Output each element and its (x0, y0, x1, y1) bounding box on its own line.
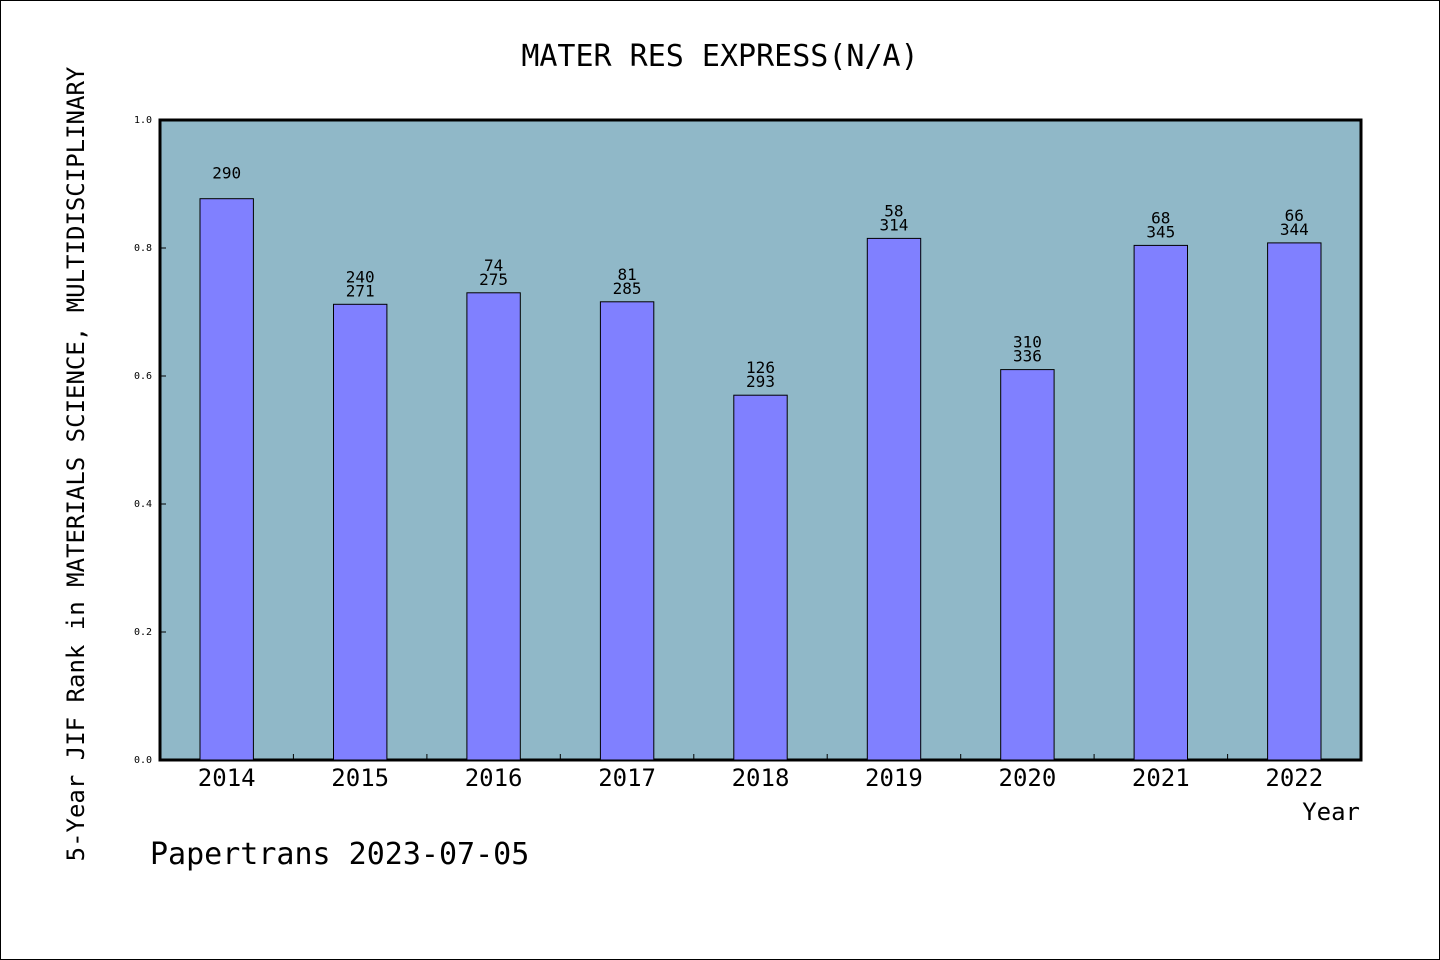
x-tick-label-2014: 2014 (198, 764, 256, 792)
y-tick-label-0.8: 0.8 (134, 243, 152, 254)
bar-2014 (199, 198, 254, 761)
bar-label-2019-1: 58 (884, 201, 903, 220)
chart-title: MATER RES EXPRESS(N/A) (521, 39, 918, 74)
bar-label-2020-1: 310 (1013, 333, 1042, 352)
x-tick-label-2017: 2017 (598, 764, 656, 792)
bar-label-2018-2: 293 (746, 372, 775, 391)
y-axis-label: 5-Year JIF Rank in MATERIALS SCIENCE, MU… (62, 66, 90, 861)
y-tick-label-0.6: 0.6 (134, 371, 152, 382)
x-tick-label-2020: 2020 (999, 764, 1057, 792)
bar-label-2021-2: 345 (1146, 222, 1175, 241)
bar-2016 (466, 292, 521, 761)
y-tick-label-0.0: 0.0 (134, 755, 152, 766)
bar-2017 (599, 301, 655, 761)
bar-label-2020-2: 336 (1013, 347, 1042, 366)
x-axis-label: Year (1302, 798, 1360, 826)
bar-2015 (333, 303, 388, 761)
x-tick-label-2021: 2021 (1132, 764, 1190, 792)
bar-label-2017-2: 285 (613, 279, 642, 298)
x-tick-label-2015: 2015 (331, 764, 389, 792)
bar-label-2019-2: 314 (879, 215, 908, 234)
footer-credit: Papertrans 2023-07-05 (150, 837, 529, 872)
x-tick-label-2018: 2018 (732, 764, 790, 792)
bar-2018 (733, 394, 788, 761)
y-tick-label-0.2: 0.2 (134, 627, 152, 638)
bar-label-2014-1: 290 (212, 164, 241, 183)
bar-label-2017-1: 81 (617, 265, 636, 284)
bar-2022 (1267, 242, 1322, 761)
bar-label-2021-1: 68 (1151, 208, 1170, 227)
x-tick-label-2022: 2022 (1265, 764, 1323, 792)
bar-2021 (1133, 244, 1188, 761)
y-tick-label-0.4: 0.4 (134, 499, 152, 510)
bar-2020 (1000, 369, 1055, 761)
bar-label-2015-2: 271 (346, 281, 375, 300)
y-axis: 0.0 0.2 0.4 0.6 0.8 1.0 (134, 115, 166, 766)
x-tick-label-2019: 2019 (865, 764, 923, 792)
y-tick-label-1.0: 1.0 (134, 115, 152, 126)
x-axis: 2014 2015 2016 2017 2018 2019 2020 2021 2022 (198, 754, 1323, 792)
bar-label-2022-2: 344 (1280, 220, 1309, 239)
bar-label-2015-1: 240 (346, 267, 375, 286)
bar-label-2016-1: 74 (484, 256, 503, 275)
bar-label-2018-1: 126 (746, 358, 775, 377)
bar-label-2022-1: 66 (1285, 206, 1304, 225)
bar-label-2016-2: 275 (479, 270, 508, 289)
x-tick-label-2016: 2016 (465, 764, 523, 792)
bar-2019 (866, 237, 922, 761)
